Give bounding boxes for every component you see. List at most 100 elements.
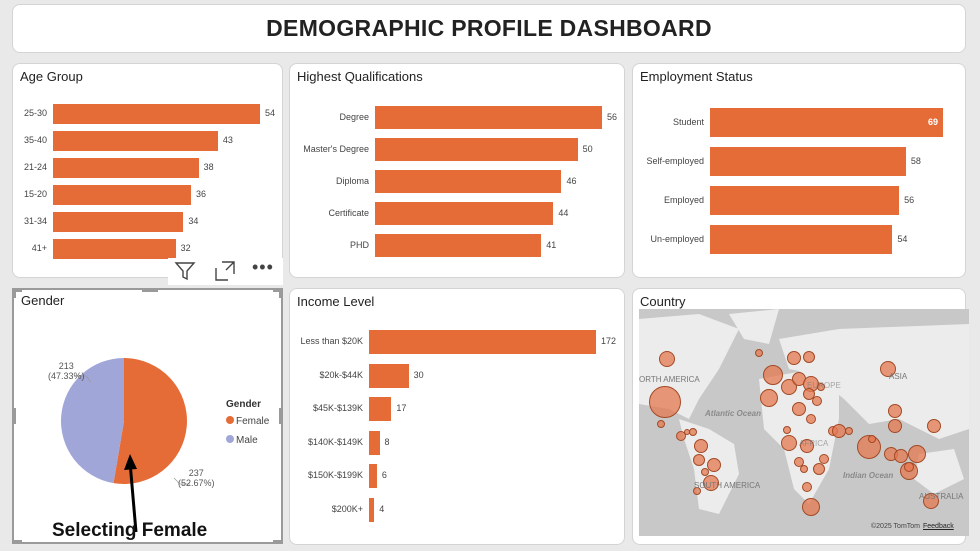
bar-phd[interactable] (375, 234, 542, 257)
country-bubble[interactable] (806, 414, 816, 424)
bar--150k-199k[interactable] (369, 464, 377, 488)
data-label: 50 (582, 143, 593, 154)
country-bubble[interactable] (794, 457, 804, 467)
bar--20k-44k[interactable] (369, 363, 409, 388)
bar-diploma[interactable] (375, 170, 562, 193)
map-label: AUSTRALIA (919, 492, 964, 501)
legend-item-female[interactable]: Female (226, 416, 269, 427)
country-bubble[interactable] (802, 498, 820, 516)
bar-self-employed[interactable] (710, 147, 906, 176)
bar-degree[interactable] (375, 106, 602, 129)
bar--140k-149k[interactable] (369, 430, 380, 455)
bar-master-s-degree[interactable] (375, 138, 578, 161)
focus-mode-icon[interactable] (214, 260, 236, 287)
bar-15-20[interactable] (53, 185, 191, 205)
pie-slice-female[interactable] (113, 358, 187, 484)
resize-handle[interactable] (279, 288, 283, 298)
country-bubble[interactable] (689, 428, 697, 436)
more-options-icon[interactable]: ••• (252, 257, 274, 277)
legend-title: Gender (226, 399, 262, 410)
category-label: 21-24 (23, 162, 47, 172)
map-canvas[interactable]: ORTH AMERICA SOUTH AMERICA ASIA AUSTRALI… (639, 309, 969, 536)
resize-handle[interactable] (12, 288, 22, 292)
qualifications-chart[interactable]: Highest Qualifications Degree 56 Master's … (289, 63, 625, 278)
filter-icon[interactable] (174, 260, 196, 287)
country-bubble[interactable] (908, 445, 926, 463)
pie-slice-male[interactable] (60, 358, 124, 484)
bar-certificate[interactable] (375, 202, 554, 225)
country-bubble[interactable] (888, 419, 902, 433)
country-bubble[interactable] (649, 386, 681, 418)
country-bubble[interactable] (800, 465, 808, 473)
resize-handle[interactable] (279, 408, 283, 424)
male-data-label: 213 (47.33%) (48, 361, 85, 381)
country-bubble[interactable] (657, 420, 665, 428)
data-label: 38 (203, 162, 214, 172)
country-bubble[interactable] (781, 435, 797, 451)
employment-chart[interactable]: Employment Status Student 69 Self-employed… (632, 63, 966, 278)
country-bubble[interactable] (845, 427, 853, 435)
category-label: 35-40 (23, 135, 47, 145)
bar--200k-[interactable] (369, 497, 375, 522)
resize-handle[interactable] (273, 540, 283, 544)
data-label: 56 (904, 194, 915, 205)
country-bubble[interactable] (802, 482, 812, 492)
age-group-chart[interactable]: Age Group 25-30 54 35-40 43 21-24 38 15-20 36 31… (12, 63, 283, 278)
country-bubble[interactable] (659, 351, 675, 367)
bar--45k-139k[interactable] (369, 397, 392, 421)
bar-student[interactable] (710, 108, 943, 137)
country-bubble[interactable] (783, 426, 791, 434)
bar-25-30[interactable] (53, 104, 260, 124)
country-bubble[interactable] (803, 351, 815, 363)
feedback-link[interactable]: Feedback (923, 523, 954, 530)
data-label: 34 (188, 216, 199, 226)
legend-item-male[interactable]: Male (226, 435, 258, 446)
country-bubble[interactable] (888, 404, 902, 418)
country-bubble[interactable] (763, 365, 783, 385)
country-bubble[interactable] (707, 458, 721, 472)
arrow-line (128, 461, 138, 533)
country-bubble[interactable] (817, 383, 825, 391)
resize-handle[interactable] (12, 540, 22, 544)
country-bubble[interactable] (693, 454, 705, 466)
country-bubble[interactable] (693, 487, 701, 495)
header: DEMOGRAPHIC PROFILE DASHBOARD (12, 4, 966, 53)
country-bubble[interactable] (701, 468, 709, 476)
country-bubble[interactable] (894, 449, 908, 463)
map-label: EUROPE (807, 381, 841, 390)
resize-handle[interactable] (142, 288, 158, 292)
country-bubble[interactable] (927, 419, 941, 433)
country-bubble[interactable] (880, 361, 896, 377)
resize-handle[interactable] (12, 408, 16, 424)
country-bubble[interactable] (703, 475, 719, 491)
bar-employed[interactable] (710, 186, 900, 215)
category-label: $200K+ (331, 503, 363, 514)
resize-handle[interactable] (12, 288, 16, 298)
resize-handle[interactable] (273, 288, 283, 292)
bar-31-34[interactable] (53, 212, 184, 232)
income-chart[interactable]: Income Level Less than $20K 172 $20k-$44K 3… (289, 288, 625, 545)
bar-21-24[interactable] (53, 158, 199, 178)
country-bubble[interactable] (792, 402, 806, 416)
country-bubble[interactable] (694, 439, 708, 453)
bar-less-than-20k[interactable] (369, 330, 596, 354)
bar-35-40[interactable] (53, 131, 218, 151)
gender-chart[interactable]: Gender 213 (47.33%) 237 (52.67%) Gender Fe… (12, 288, 283, 544)
country-map[interactable]: Country ORTH AMERICA SOUTH AMERICA ASIA … (632, 288, 969, 545)
country-bubble[interactable] (676, 431, 686, 441)
bar-41-[interactable] (53, 239, 176, 259)
country-bubble[interactable] (760, 389, 778, 407)
country-bubble[interactable] (812, 396, 822, 406)
chart-title: Gender (21, 293, 65, 308)
country-bubble[interactable] (832, 424, 846, 438)
country-bubble[interactable] (755, 349, 763, 357)
country-bubble[interactable] (868, 435, 876, 443)
country-bubble[interactable] (819, 454, 829, 464)
country-bubble[interactable] (787, 351, 801, 365)
country-bubble[interactable] (904, 462, 914, 472)
bar-un-employed[interactable] (710, 225, 893, 254)
country-bubble[interactable] (800, 439, 814, 453)
country-bubble[interactable] (923, 493, 939, 509)
chart-title: Employment Status (640, 69, 753, 84)
country-bubble[interactable] (813, 463, 825, 475)
